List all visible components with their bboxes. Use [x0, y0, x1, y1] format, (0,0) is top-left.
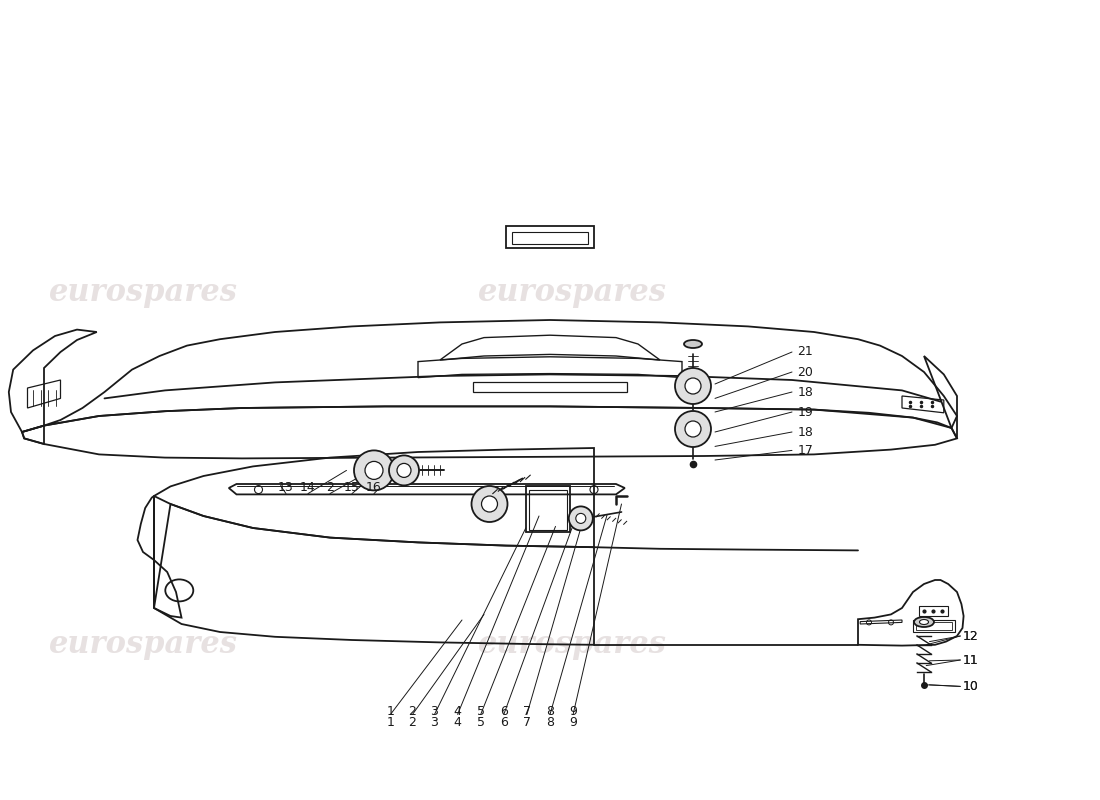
Circle shape	[675, 368, 711, 404]
Text: 2: 2	[326, 482, 334, 494]
Circle shape	[675, 411, 711, 447]
Text: 8: 8	[546, 716, 554, 729]
Text: 16: 16	[366, 482, 382, 494]
Text: 7: 7	[522, 706, 531, 718]
Text: 14: 14	[300, 482, 316, 494]
Text: 6: 6	[499, 706, 508, 718]
Text: 21: 21	[798, 346, 813, 358]
Text: 6: 6	[499, 716, 508, 729]
Text: 9: 9	[569, 716, 578, 729]
Text: 18: 18	[798, 386, 813, 398]
Text: 10: 10	[962, 680, 978, 693]
Text: eurospares: eurospares	[48, 629, 238, 659]
Text: 1: 1	[386, 706, 395, 718]
Text: 7: 7	[522, 716, 531, 729]
Circle shape	[569, 506, 593, 530]
Text: 5: 5	[476, 716, 485, 729]
Text: 4: 4	[453, 706, 462, 718]
Text: 15: 15	[344, 482, 360, 494]
Text: 3: 3	[430, 706, 439, 718]
Circle shape	[365, 462, 383, 479]
Ellipse shape	[914, 617, 934, 627]
Text: 2: 2	[408, 716, 417, 729]
Text: eurospares: eurospares	[48, 277, 238, 307]
Text: 8: 8	[546, 706, 554, 718]
Text: 9: 9	[569, 706, 578, 718]
Text: 11: 11	[962, 654, 978, 666]
Text: 5: 5	[476, 706, 485, 718]
Circle shape	[354, 450, 394, 490]
Text: 10: 10	[962, 680, 978, 693]
Circle shape	[389, 455, 419, 486]
Ellipse shape	[920, 619, 928, 625]
Text: 19: 19	[798, 406, 813, 418]
Text: eurospares: eurospares	[477, 277, 667, 307]
Text: eurospares: eurospares	[477, 629, 667, 659]
Text: 11: 11	[962, 654, 978, 666]
Circle shape	[685, 378, 701, 394]
Circle shape	[685, 421, 701, 437]
Text: 13: 13	[278, 482, 294, 494]
Text: 18: 18	[798, 426, 813, 438]
Text: 2: 2	[408, 706, 417, 718]
Circle shape	[482, 496, 497, 512]
Circle shape	[397, 463, 411, 478]
Circle shape	[472, 486, 507, 522]
Text: 20: 20	[798, 366, 813, 378]
Ellipse shape	[684, 340, 702, 348]
Text: 17: 17	[798, 444, 813, 457]
Text: 12: 12	[962, 630, 978, 642]
Circle shape	[575, 514, 586, 523]
Text: 12: 12	[962, 630, 978, 642]
Text: 4: 4	[453, 716, 462, 729]
Text: 3: 3	[430, 716, 439, 729]
Text: 1: 1	[386, 716, 395, 729]
